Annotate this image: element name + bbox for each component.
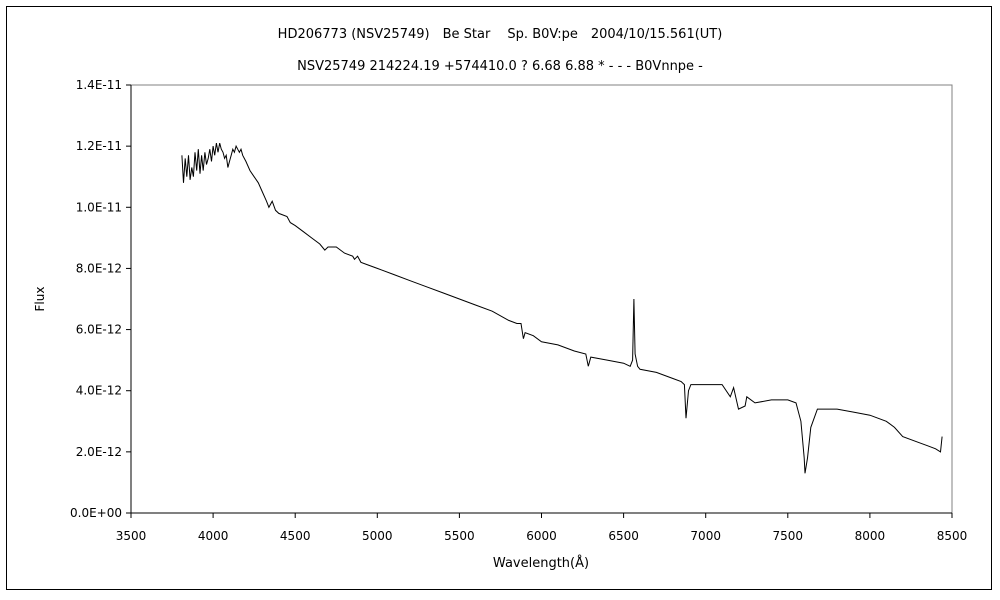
y-tick-label: 1.2E-11 [76, 139, 122, 153]
x-tick-label: 8000 [855, 529, 886, 543]
x-tick-label: 8500 [937, 529, 968, 543]
y-tick-label: 1.0E-11 [76, 200, 122, 214]
x-axis-ticks: 3500 4000 4500 5000 5500 6000 6500 7000 7500 8000… [116, 513, 968, 543]
x-tick-label: 3500 [116, 529, 147, 543]
x-tick-label: 6500 [608, 529, 639, 543]
series-line-flux [181, 142, 943, 474]
x-tick-label: 4500 [280, 529, 311, 543]
x-axis-label: Wavelength(Å) [493, 555, 589, 571]
x-tick-label: 5500 [444, 529, 475, 543]
y-tick-label: 6.0E-12 [76, 323, 122, 337]
y-tick-label: 8.0E-12 [76, 261, 122, 275]
chart-subtitle: NSV25749 214224.19 +574410.0 ? 6.68 6.88… [297, 59, 703, 74]
y-tick-label: 0.0E+00 [70, 506, 122, 520]
x-tick-label: 7500 [773, 529, 804, 543]
y-tick-label: 4.0E-12 [76, 384, 122, 398]
y-axis-ticks: 0.0E+00 2.0E-12 4.0E-12 6.0E-12 8.0E-12 1.0E-… [70, 78, 131, 520]
chart-title: HD206773 (NSV25749) Be Star Sp. B0V:pe 2… [278, 27, 723, 42]
x-tick-label: 5000 [362, 529, 393, 543]
x-tick-label: 6000 [526, 529, 557, 543]
x-tick-label: 4000 [198, 529, 229, 543]
y-tick-label: 1.4E-11 [76, 78, 122, 92]
y-tick-label: 2.0E-12 [76, 445, 122, 459]
plot-area [130, 84, 953, 514]
y-axis-label: Flux [33, 287, 47, 312]
x-tick-label: 7000 [690, 529, 721, 543]
